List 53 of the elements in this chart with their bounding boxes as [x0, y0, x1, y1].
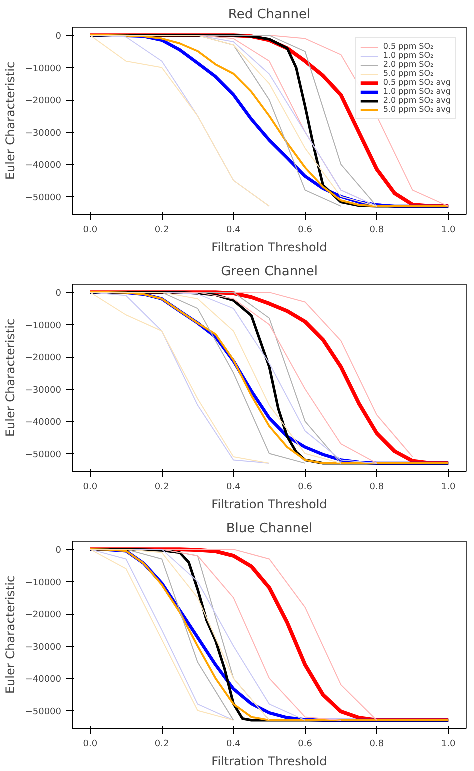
y-axis-title: Euler Characteristic — [3, 62, 18, 180]
y-tick-label: −40000 — [25, 675, 62, 686]
legend-label: 2.0 ppm SO₂ avg — [383, 96, 451, 105]
y-tick-label: −30000 — [25, 128, 62, 139]
x-tick-label: 0.4 — [226, 226, 242, 236]
y-axis-title: Euler Characteristic — [3, 576, 18, 694]
x-tick-label: 1.0 — [441, 482, 456, 492]
y-tick-label: −30000 — [25, 642, 62, 653]
y-tick-label: −20000 — [25, 354, 62, 364]
x-tick-label: 0.6 — [298, 226, 313, 236]
x-tick-label: 1.0 — [441, 226, 456, 236]
y-tick-label: 0 — [56, 546, 62, 556]
x-tick-label: 1.0 — [441, 740, 456, 750]
x-tick-label: 0.0 — [83, 482, 98, 492]
x-tick-label: 0.2 — [154, 740, 170, 750]
y-axis-title: Euler Characteristic — [3, 318, 18, 438]
legend-label: 0.5 ppm SO₂ avg — [383, 78, 451, 87]
y-tick-label: −20000 — [25, 96, 62, 107]
legend-label: 5.0 ppm SO₂ — [383, 69, 434, 78]
x-tick-label: 0.4 — [226, 740, 242, 750]
legend-label: 5.0 ppm SO₂ avg — [383, 105, 451, 114]
y-tick-label: −10000 — [25, 64, 62, 74]
x-tick-label: 0.2 — [154, 482, 170, 492]
x-tick-label: 0.2 — [154, 226, 170, 236]
x-tick-label: 0.0 — [83, 226, 98, 236]
y-tick-label: 0 — [56, 289, 62, 300]
y-tick-label: −10000 — [25, 578, 62, 588]
y-tick-label: −50000 — [25, 193, 62, 204]
x-axis-title: Filtration Threshold — [212, 240, 328, 254]
legend-label: 0.5 ppm SO₂ — [383, 42, 434, 51]
y-tick-label: −50000 — [25, 450, 62, 460]
x-tick-label: 0.6 — [298, 482, 313, 492]
chart-title: Green Channel — [221, 264, 318, 280]
x-tick-label: 0.0 — [83, 740, 98, 750]
legend-label: 1.0 ppm SO₂ avg — [383, 87, 451, 96]
y-tick-label: −50000 — [25, 707, 62, 718]
x-tick-label: 0.8 — [370, 482, 384, 492]
x-tick-label: 0.8 — [370, 226, 384, 236]
y-tick-label: −10000 — [25, 321, 62, 332]
x-axis-title: Filtration Threshold — [212, 498, 328, 512]
legend-label: 1.0 ppm SO₂ — [383, 51, 434, 60]
y-tick-label: −40000 — [25, 161, 62, 172]
x-axis-title: Filtration Threshold — [212, 754, 328, 768]
x-tick-label: 0.6 — [298, 740, 313, 750]
legend-label: 2.0 ppm SO₂ — [383, 60, 434, 69]
chart-title: Blue Channel — [226, 522, 313, 536]
chart-title: Red Channel — [228, 8, 311, 22]
y-tick-label: −30000 — [25, 386, 62, 396]
x-tick-label: 0.8 — [370, 740, 384, 750]
y-tick-label: −40000 — [25, 418, 62, 428]
y-tick-label: 0 — [56, 32, 62, 42]
y-tick-label: −20000 — [25, 610, 62, 621]
x-tick-label: 0.4 — [226, 482, 242, 492]
